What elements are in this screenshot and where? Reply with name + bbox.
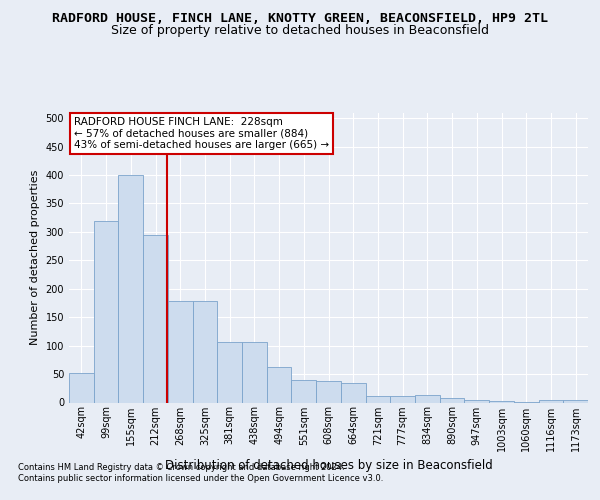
Bar [193, 302, 217, 402]
Bar [118, 175, 143, 402]
Text: Size of property relative to detached houses in Beaconsfield: Size of property relative to detached ho… [111, 24, 489, 37]
X-axis label: Distribution of detached houses by size in Beaconsfield: Distribution of detached houses by size … [164, 459, 493, 472]
Bar [69, 373, 94, 402]
Bar [390, 396, 415, 402]
Bar [365, 396, 390, 402]
Bar [539, 400, 563, 402]
Bar [464, 400, 489, 402]
Bar [143, 235, 168, 402]
Bar [292, 380, 316, 402]
Bar [267, 366, 292, 402]
Text: RADFORD HOUSE, FINCH LANE, KNOTTY GREEN, BEACONSFIELD, HP9 2TL: RADFORD HOUSE, FINCH LANE, KNOTTY GREEN,… [52, 12, 548, 26]
Bar [415, 395, 440, 402]
Bar [341, 382, 365, 402]
Bar [563, 400, 588, 402]
Text: RADFORD HOUSE FINCH LANE:  228sqm
← 57% of detached houses are smaller (884)
43%: RADFORD HOUSE FINCH LANE: 228sqm ← 57% o… [74, 117, 329, 150]
Bar [217, 342, 242, 402]
Bar [316, 381, 341, 402]
Text: Contains public sector information licensed under the Open Government Licence v3: Contains public sector information licen… [18, 474, 383, 483]
Bar [94, 220, 118, 402]
Bar [168, 302, 193, 402]
Text: Contains HM Land Registry data © Crown copyright and database right 2024.: Contains HM Land Registry data © Crown c… [18, 462, 344, 471]
Y-axis label: Number of detached properties: Number of detached properties [30, 170, 40, 345]
Bar [242, 342, 267, 402]
Bar [440, 398, 464, 402]
